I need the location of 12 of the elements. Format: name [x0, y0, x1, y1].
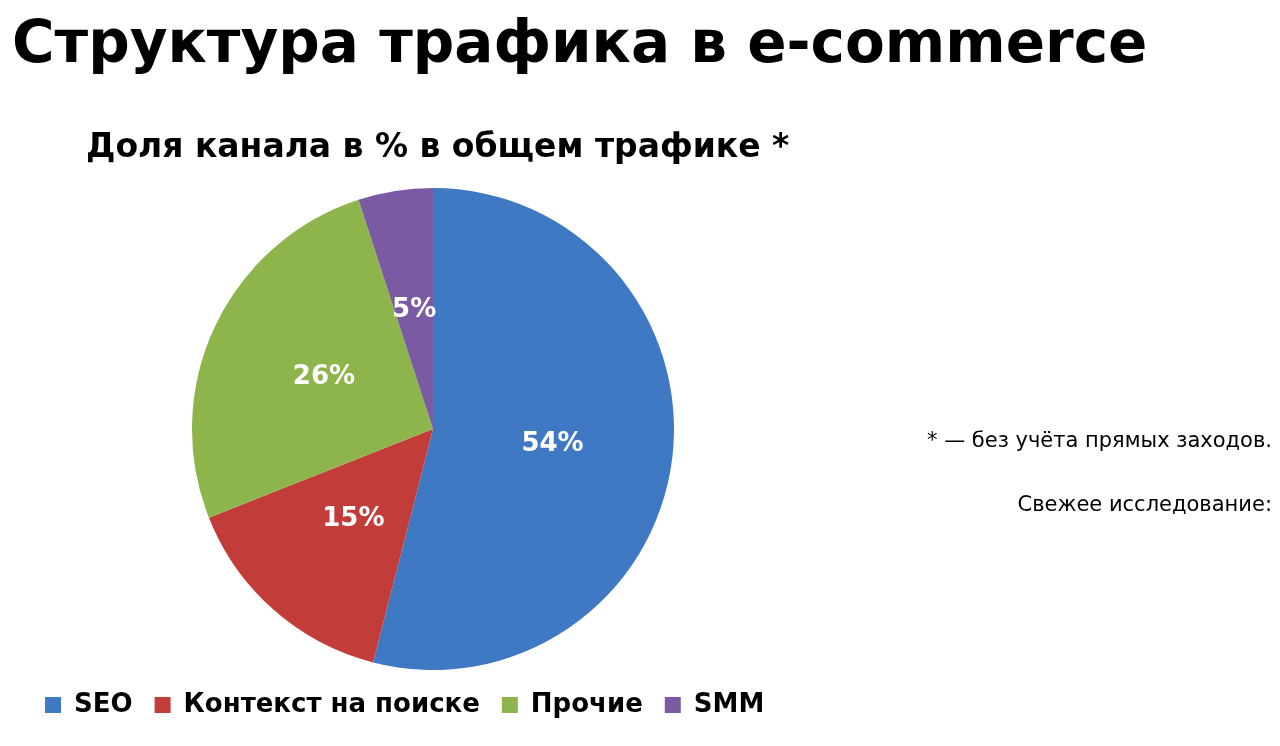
chart-subtitle: Доля канала в % в общем трафике *: [86, 126, 790, 165]
legend-label: SMM: [693, 687, 765, 718]
legend-label: Прочие: [530, 687, 643, 718]
text: * — без учёта прямых заходов.: [925, 428, 1272, 452]
legend-label: SEO: [74, 687, 133, 718]
chart-title: Структура трафика в e-commerce: [12, 8, 1148, 76]
data-label: 54%: [521, 426, 584, 457]
legend-label: Контекст на поиске: [183, 687, 480, 718]
data-label: 26%: [292, 360, 356, 391]
data-label: 15%: [322, 502, 385, 533]
text: Свежее исследование:: [1016, 492, 1272, 516]
data-label: 5%: [392, 292, 437, 323]
